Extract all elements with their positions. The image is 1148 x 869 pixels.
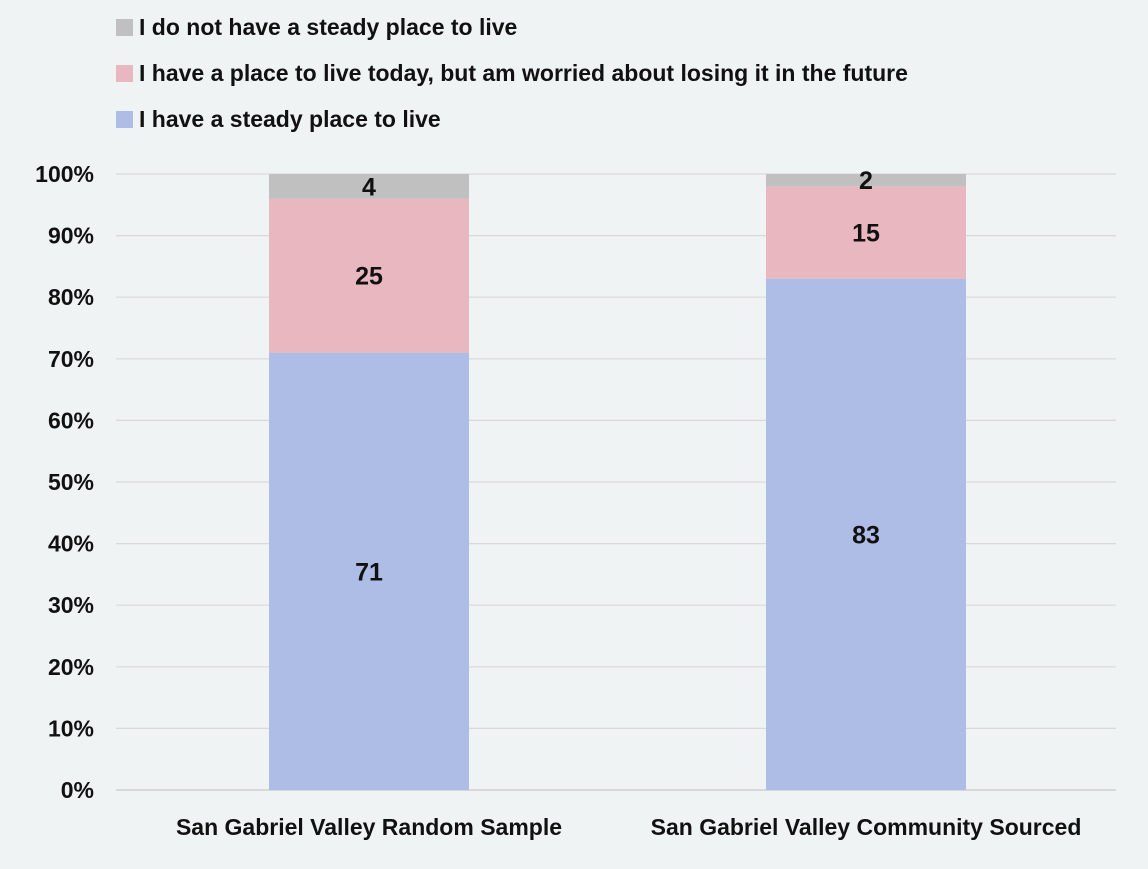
data-label: 2	[859, 167, 873, 195]
legend-swatch-steady-place	[116, 110, 133, 128]
y-tick-label: 30%	[48, 592, 94, 618]
data-label: 83	[852, 521, 880, 549]
y-tick-label: 70%	[48, 346, 94, 372]
legend-label-no-steady-place: I do not have a steady place to live	[139, 13, 518, 40]
y-tick-label: 10%	[48, 715, 94, 741]
legend-item-no-steady-place: I do not have a steady place to live	[116, 4, 908, 50]
y-tick-label: 90%	[48, 223, 94, 249]
legend-item-worried: I have a place to live today, but am wor…	[116, 50, 908, 96]
y-tick-label: 100%	[35, 161, 94, 187]
legend-label-worried: I have a place to live today, but am wor…	[139, 59, 908, 86]
y-tick-label: 40%	[48, 531, 94, 557]
legend-swatch-no-steady-place	[116, 18, 133, 36]
y-tick-label: 50%	[48, 469, 94, 495]
x-category-label: San Gabriel Valley Community Sourced	[651, 814, 1082, 840]
y-tick-label: 0%	[61, 777, 94, 803]
bar-segment-steady-place	[766, 278, 966, 790]
bar-segment-no-steady-place	[766, 174, 966, 187]
y-tick-label: 80%	[48, 284, 94, 310]
y-tick-label: 20%	[48, 654, 94, 680]
data-label: 4	[362, 173, 376, 201]
legend-label-steady-place: I have a steady place to live	[139, 105, 441, 132]
y-tick-label: 60%	[48, 407, 94, 433]
legend-swatch-worried	[116, 64, 133, 82]
bar-segment-no-steady-place	[269, 174, 469, 199]
data-label: 15	[852, 220, 880, 248]
bar-segment-steady-place	[269, 352, 469, 790]
chart-legend: I do not have a steady place to live I h…	[116, 4, 908, 142]
data-label: 71	[355, 558, 383, 586]
data-label: 25	[355, 263, 383, 291]
bar-segment-worried	[269, 198, 469, 353]
legend-item-steady-place: I have a steady place to live	[116, 96, 908, 142]
bar-segment-worried	[766, 186, 966, 279]
x-category-label: San Gabriel Valley Random Sample	[176, 814, 562, 840]
